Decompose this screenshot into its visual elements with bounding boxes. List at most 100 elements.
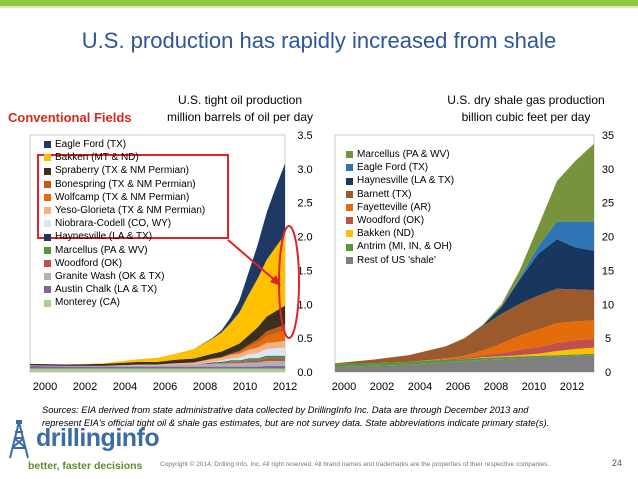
oil-legend-item: Austin Chalk (LA & TX) <box>44 283 205 296</box>
oil-legend-item: Marcellus (PA & WV) <box>44 244 205 257</box>
gas-area-haynesville-la-tx <box>335 239 594 364</box>
oil-x-tick-label: 2004 <box>113 381 137 393</box>
derrick-logo-icon <box>9 420 29 459</box>
oil-legend-item: Bakken (MT & ND) <box>44 151 205 164</box>
oil-chart-legend: Eagle Ford (TX) Bakken (MT & ND) Spraberry… <box>44 138 205 310</box>
top-accent-bar <box>0 0 638 6</box>
oil-legend-swatch <box>44 259 51 267</box>
gas-x-tick-label: 2012 <box>560 381 584 393</box>
oil-legend-swatch <box>44 207 51 215</box>
oil-x-tick-label: 2012 <box>273 381 297 393</box>
conventional-fields-label: Conventional Fields <box>8 110 132 125</box>
gas-legend-label: Eagle Ford (TX) <box>357 162 429 174</box>
gas-legend-item: Haynesville (LA & TX) <box>346 174 454 187</box>
oil-x-tick-label: 2010 <box>233 381 257 393</box>
oil-legend-item: Eagle Ford (TX) <box>44 138 205 151</box>
oil-legend-item: Yeso-Glorieta (TX & NM Permian) <box>44 204 205 217</box>
gas-y-tick-label: 0 <box>605 367 611 379</box>
gas-x-tick-label: 2002 <box>370 381 394 393</box>
highlight-arrow-line <box>227 239 278 283</box>
gas-legend-label: Fayetteville (AR) <box>357 201 431 213</box>
top-accent-bar-light <box>0 6 638 8</box>
oil-legend-swatch <box>44 193 51 201</box>
gas-legend-item: Barnett (TX) <box>346 188 454 201</box>
oil-legend-item: Haynesville (LA & TX) <box>44 230 205 243</box>
gas-legend-label: Woodford (OK) <box>357 215 425 227</box>
oil-y-tick-label: 1.5 <box>297 265 312 277</box>
gas-legend-item: Fayetteville (AR) <box>346 201 454 214</box>
oil-legend-swatch <box>44 180 51 188</box>
gas-legend-label: Rest of US 'shale' <box>357 254 436 266</box>
oil-legend-swatch <box>44 286 51 294</box>
oil-legend-label: Austin Chalk (LA & TX) <box>55 284 158 296</box>
sources-line-2: represent EIA's official tight oil & sha… <box>42 418 550 428</box>
gas-legend-label: Bakken (ND) <box>357 228 415 240</box>
oil-legend-item: Spraberry (TX & NM Permian) <box>44 164 205 177</box>
oil-legend-item: Bonespring (TX & NM Permian) <box>44 178 205 191</box>
oil-y-tick-label: 0.5 <box>297 333 312 345</box>
oil-legend-label: Bonespring (TX & NM Permian) <box>55 178 196 190</box>
gas-x-tick-label: 2010 <box>522 381 546 393</box>
gas-legend-label: Marcellus (PA & WV) <box>357 149 450 160</box>
gas-x-tick-label: 2006 <box>446 381 470 393</box>
oil-area-granite-wash-ok-tx <box>30 361 285 367</box>
oil-legend-swatch <box>44 273 51 281</box>
oil-y-tick-label: 2.5 <box>297 198 312 210</box>
oil-legend-label: Eagle Ford (TX) <box>55 139 127 150</box>
gas-legend-item: Marcellus (PA & WV) <box>346 148 454 161</box>
gas-legend-swatch <box>346 177 353 185</box>
gas-y-tick-label: 5 <box>605 333 611 345</box>
oil-legend-label: Marcellus (PA & WV) <box>55 244 148 256</box>
gas-x-tick-label: 2004 <box>408 381 432 393</box>
oil-chart-title: U.S. tight oil production million barrel… <box>150 92 330 126</box>
oil-legend-item: Granite Wash (OK & TX) <box>44 270 205 283</box>
oil-legend-label: Spraberry (TX & NM Permian) <box>55 165 189 177</box>
oil-legend-label: Woodford (OK) <box>55 257 123 269</box>
sources-line-1: Sources: EIA derived from state administ… <box>42 405 529 415</box>
oil-legend-item: Woodford (OK) <box>44 257 205 270</box>
gas-legend-swatch <box>346 217 353 225</box>
gas-chart-legend: Marcellus (PA & WV) Eagle Ford (TX) Haynes… <box>346 148 454 267</box>
oil-legend-swatch <box>44 233 51 241</box>
oil-legend-swatch <box>44 141 51 149</box>
gas-y-tick-label: 35 <box>602 130 614 142</box>
gas-legend-label: Antrim (MI, IN, & OH) <box>357 241 452 253</box>
oil-area-yeso-glorieta-tx-nm-permian <box>30 340 285 366</box>
oil-area-woodford-ok <box>30 358 285 366</box>
gas-legend-item: Rest of US 'shale' <box>346 254 454 267</box>
oil-chart-title-line2: million barrels of oil per day <box>166 110 314 124</box>
slide-title: U.S. production has rapidly increased fr… <box>81 28 557 53</box>
gas-area-rest-of-us-shale <box>335 355 594 372</box>
gas-legend-item: Eagle Ford (TX) <box>346 161 454 174</box>
gas-y-tick-label: 15 <box>602 265 614 277</box>
gas-chart-title-line2: billion cubic feet per day <box>461 110 591 124</box>
gas-legend-swatch <box>346 164 353 172</box>
gas-area-antrim-mi-in-oh <box>335 353 594 367</box>
gas-chart-title: U.S. dry shale gas production billion cu… <box>436 92 616 126</box>
oil-legend-swatch <box>44 246 51 254</box>
oil-legend-label: Monterey (CA) <box>55 297 121 309</box>
oil-legend-label: Wolfcamp (TX & NM Permian) <box>55 191 190 203</box>
oil-legend-swatch <box>44 299 51 307</box>
oil-y-tick-label: 0.0 <box>297 367 312 379</box>
oil-legend-item: Wolfcamp (TX & NM Permian) <box>44 191 205 204</box>
gas-area-barnett-tx <box>335 288 594 364</box>
gas-legend-swatch <box>346 230 353 238</box>
gas-y-tick-label: 10 <box>602 299 614 311</box>
oil-legend-label: Yeso-Glorieta (TX & NM Permian) <box>55 205 206 217</box>
oil-legend-item: Niobrara-Codell (CO, WY) <box>44 217 205 230</box>
oil-legend-label: Bakken (MT & ND) <box>55 152 139 164</box>
gas-legend-swatch <box>346 256 353 264</box>
oil-area-haynesville-la-tx <box>30 355 285 366</box>
gas-legend-swatch <box>346 203 353 211</box>
gas-legend-swatch <box>346 151 353 159</box>
oil-y-tick-label: 2.0 <box>297 232 312 244</box>
copyright-notice: Copyright © 2014, Drilling Info, Inc. Al… <box>160 461 550 468</box>
oil-legend-swatch <box>44 220 51 228</box>
gas-legend-swatch <box>346 190 353 198</box>
gas-legend-item: Antrim (MI, IN, & OH) <box>346 240 454 253</box>
gas-area-woodford-ok <box>335 338 594 364</box>
sources-note: Sources: EIA derived from state administ… <box>42 404 632 430</box>
oil-legend-label: Haynesville (LA & TX) <box>55 231 153 243</box>
